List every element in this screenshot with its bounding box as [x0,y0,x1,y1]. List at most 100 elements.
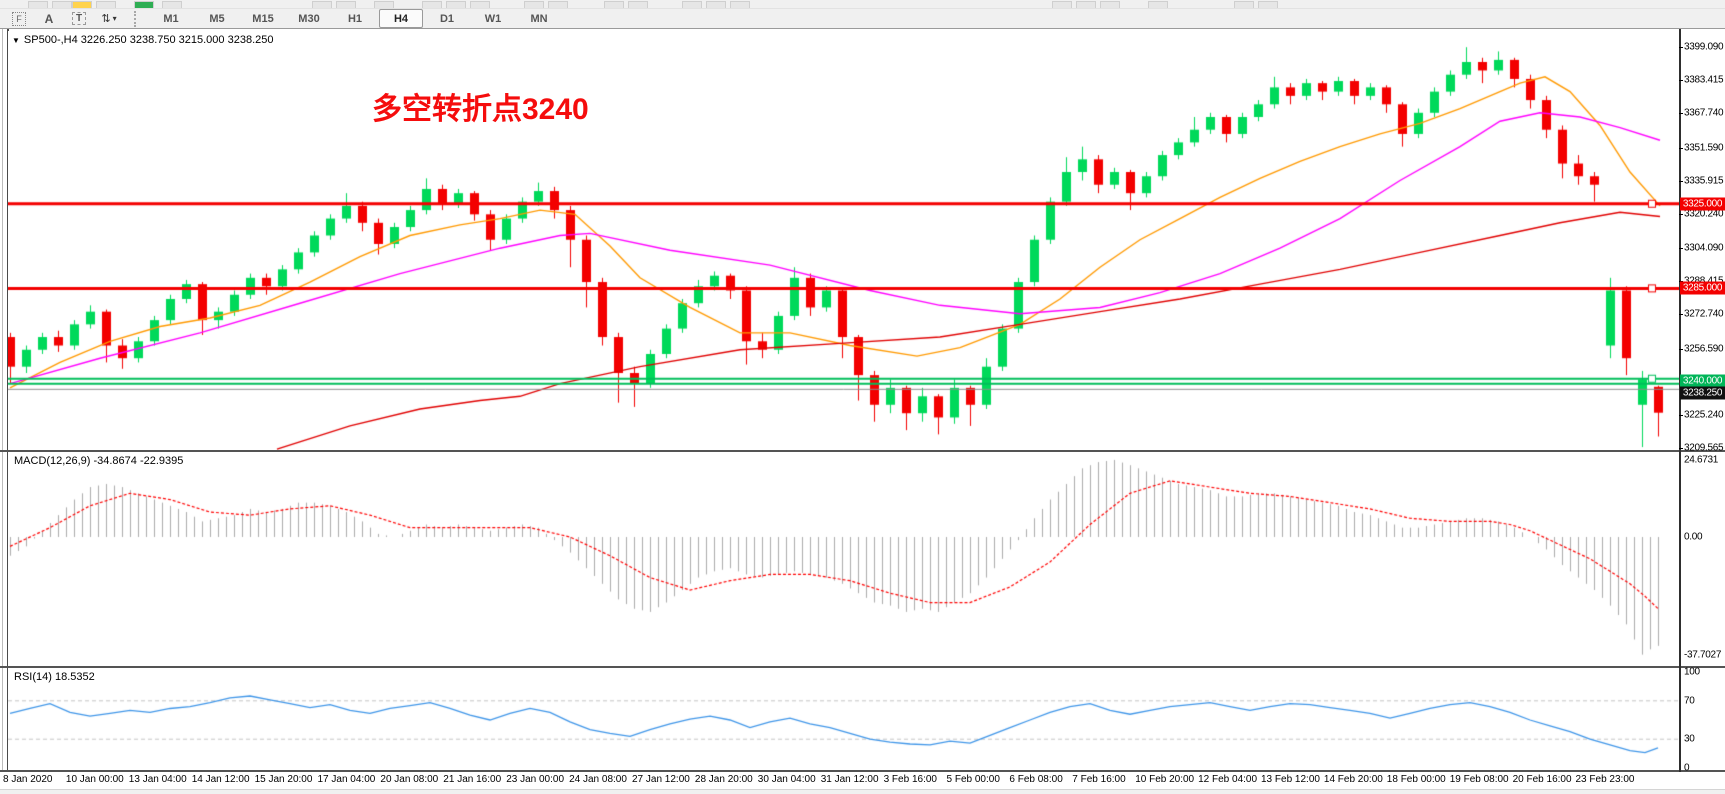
toolbar-fragment-icon [312,1,332,8]
timeframe-button-h4[interactable]: H4 [379,9,423,28]
window-bottom-edge [0,789,1725,794]
time-axis-label: 20 Jan 08:00 [380,774,439,785]
price-line-label: 3285.000 [1680,281,1725,295]
time-axis-label: 10 Feb 20:00 [1135,774,1195,785]
toolbar-fragment-icon [1100,1,1120,8]
price-axis-label: 3288.415 [1684,276,1725,287]
time-axis-label: 21 Jan 16:00 [443,774,502,785]
time-axis-label: 30 Jan 04:00 [757,774,816,785]
symbol-ohlc-title: SP500-,H4 3226.250 3238.750 3215.000 323… [23,34,274,46]
axis-tick-mark [1679,314,1683,316]
time-axis-label: 5 Feb 00:00 [946,774,1000,785]
text-box-icon[interactable]: T [65,9,93,28]
price-line-label: 3240.000 [1680,374,1725,388]
text-a-icon[interactable]: A [44,11,54,26]
toolbar-fragment-icon [1076,1,1096,8]
time-axis-label: 20 Feb 16:00 [1512,774,1572,785]
toolbar-fragment-icon [374,1,394,8]
time-axis-label: 19 Feb 08:00 [1449,774,1509,785]
toolbar-fragment-icon [730,1,750,8]
axis-tick-mark [1679,414,1683,416]
chart-annotation-text[interactable]: 多空转折点3240 [372,93,589,126]
toolbar-fragment-icon [72,1,92,8]
macd-panel-canvas[interactable] [8,452,1679,666]
timeframe-group: M1 M5 M15 M30 H1 H4 D1 W1 MN [148,9,562,28]
time-axis-label: 8 Jan 2020 [3,774,53,785]
timeframe-button-d1[interactable]: D1 [439,12,455,25]
axis-tick-mark [1679,47,1683,48]
price-axis-label: 3335.915 [1684,175,1724,187]
toolbar-fragment-icon [1258,1,1278,8]
toolbar-fragment-icon [1234,1,1254,8]
toolbar-fragment-icon [28,1,48,8]
time-axis-label: 3 Feb 16:00 [883,774,937,785]
cursor-arrows-icon[interactable]: ⇅ ▾ [101,13,117,25]
macd-axis-label: -37.7027 [1684,649,1722,661]
price-axis-label: 3209.565 [1684,442,1724,454]
toolbar: F A T ⇅ ▾ M1 M5 M15 M30 H1 H4 D1 W1 MN [0,9,1725,29]
chart-top-border [0,28,1725,29]
toolbar-fragment-icon [706,1,726,8]
toolbar-fragment-icon [628,1,648,8]
macd-indicator-label: MACD(12,26,9) -34.8674 -22.9395 [14,455,184,467]
chart-header: ▼ SP500-,H4 3226.250 3238.750 3215.000 32… [12,34,273,46]
time-axis-label: 14 Jan 12:00 [191,774,250,785]
main-chart-canvas[interactable] [8,31,1679,450]
time-axis-label: 15 Jan 20:00 [254,774,313,785]
price-line-label: 3325.000 [1680,197,1725,211]
grid-f-icon[interactable]: F [5,9,33,28]
price-axis-label: 3256.590 [1684,343,1724,354]
axis-tick-mark [1679,248,1683,249]
timeframe-button-h1[interactable]: H1 [347,12,363,25]
rsi-indicator-label: RSI(14) 18.5352 [14,671,95,683]
timeframe-button-m1[interactable]: M1 [163,12,179,25]
timeframe-button-mn[interactable]: MN [530,12,548,25]
time-axis-label: 12 Feb 04:00 [1198,774,1258,785]
toolbar-fragment-icon [682,1,702,8]
macd-axis-label: 24.6731 [1684,454,1719,466]
time-axis-label: 17 Jan 04:00 [317,774,376,785]
panel-divider[interactable] [0,770,1725,772]
price-axis-label: 3320.240 [1684,208,1724,220]
time-axis-label: 23 Jan 00:00 [506,774,565,785]
time-axis-label: 28 Jan 20:00 [694,774,753,785]
panel-divider[interactable] [0,450,1725,452]
toolbar-fragment-icon [52,1,72,8]
price-axis-label: 3367.740 [1684,107,1724,119]
toolbar-fragment-icon [548,1,568,8]
toolbar-fragment-icon [422,1,442,8]
toolbar-fragment-icon [162,1,182,8]
window-left-edge [2,29,3,772]
toolbar-fragment-icon [1052,1,1072,8]
collapse-triangle-icon[interactable]: ▼ [12,36,20,45]
timeframe-button-w1[interactable]: W1 [484,12,502,25]
rsi-panel-canvas[interactable] [8,668,1679,770]
time-axis-label: 27 Jan 12:00 [632,774,690,785]
toolbar-fragment-icon [134,1,154,8]
time-axis-label: 14 Feb 20:00 [1323,774,1383,785]
axis-tick-mark [1679,113,1683,115]
time-axis-label: 6 Feb 08:00 [1009,774,1063,785]
axis-tick-mark [1679,448,1683,449]
price-axis-label: 3272.740 [1684,308,1724,320]
price-line-label: 3238.250 [1680,386,1725,400]
timeframe-button-m5[interactable]: M5 [209,12,225,25]
time-axis-label: 7 Feb 16:00 [1072,774,1126,785]
panel-divider[interactable] [0,666,1725,668]
rsi-axis-label: 30 [1684,733,1695,745]
chevron-down-icon: ▾ [112,14,117,23]
macd-axis-label: 0.00 [1684,531,1703,543]
price-axis-label: 3351.590 [1684,142,1724,153]
price-axis-label: 3383.415 [1684,74,1724,86]
axis-tick-mark [1679,348,1683,350]
toolbar-fragment-icon [470,1,490,8]
time-axis-label: 13 Jan 04:00 [128,774,187,785]
time-axis-label: 31 Jan 12:00 [820,774,879,785]
timeframe-button-m15[interactable]: M15 [252,12,274,25]
timeframe-button-m30[interactable]: M30 [298,12,320,25]
time-axis-label: 23 Feb 23:00 [1575,774,1635,785]
toolbar-fragment-icon [1148,1,1168,8]
toolbar-fragment-icon [604,1,624,8]
toolbar-fragment-icon [96,1,116,8]
